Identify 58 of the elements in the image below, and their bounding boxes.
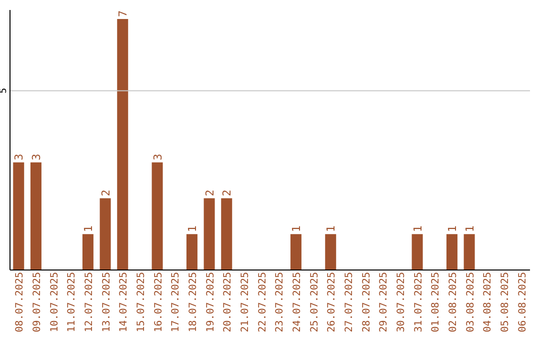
data-label: 1 — [411, 226, 424, 232]
x-tick-label: 21.07.2025 — [240, 272, 251, 332]
bar — [13, 162, 24, 270]
x-tick-label: 16.07.2025 — [153, 272, 164, 332]
x-tick-label: 31.07.2025 — [413, 272, 424, 332]
x-tick-label: 25.07.2025 — [309, 272, 320, 332]
x-tick-label: 12.07.2025 — [84, 272, 95, 332]
x-tick-label: 01.08.2025 — [430, 272, 442, 332]
bar — [221, 198, 232, 270]
bar — [186, 234, 198, 270]
x-tick-label: 04.08.2025 — [482, 272, 494, 332]
data-label: 1 — [446, 226, 459, 232]
data-label: 3 — [30, 154, 43, 160]
data-label: 1 — [82, 226, 95, 232]
x-tick-label: 15.07.2025 — [136, 272, 147, 332]
bar — [204, 198, 215, 270]
x-tick-label: 10.07.2025 — [49, 272, 60, 332]
bar — [412, 234, 423, 270]
data-label: 2 — [99, 190, 112, 196]
x-tick-label: 30.07.2025 — [396, 272, 407, 332]
x-tick-label: 19.07.2025 — [205, 272, 216, 332]
x-tick-label: 06.08.2025 — [517, 272, 528, 332]
x-tick-label: 03.08.2025 — [465, 272, 476, 332]
data-label: 1 — [463, 226, 476, 232]
data-label: 2 — [220, 190, 234, 196]
bar — [446, 234, 458, 270]
x-tick-label: 28.07.2025 — [361, 272, 372, 332]
bar — [100, 198, 111, 270]
data-label: 3 — [151, 154, 164, 160]
bar — [82, 234, 94, 270]
x-tick-label: 02.08.2025 — [448, 272, 459, 332]
data-label: 2 — [203, 190, 216, 196]
x-tick-label: 27.07.2025 — [344, 272, 355, 332]
x-tick-label: 23.07.2025 — [274, 272, 286, 332]
data-label: 3 — [12, 154, 26, 160]
x-tick-label: 13.07.2025 — [101, 272, 112, 332]
data-label: 1 — [324, 226, 338, 232]
bar — [30, 162, 42, 270]
bar — [290, 234, 302, 270]
x-tick-label: 20.07.2025 — [222, 272, 234, 332]
x-tick-label: 17.07.2025 — [170, 272, 182, 332]
x-tick-label: 29.07.2025 — [378, 272, 390, 332]
x-tick-label: 22.07.2025 — [257, 272, 268, 332]
bar — [464, 234, 475, 270]
x-tick-label: 14.07.2025 — [118, 272, 130, 332]
bar — [117, 18, 128, 270]
x-tick-label: 11.07.2025 — [66, 272, 78, 332]
bar — [325, 234, 336, 270]
x-tick-label: 18.07.2025 — [188, 272, 199, 332]
x-tick-label: 24.07.2025 — [292, 272, 303, 332]
x-tick-label: 08.07.2025 — [14, 272, 26, 332]
bar — [152, 162, 163, 270]
data-label: 1 — [186, 226, 199, 232]
data-label: 7 — [116, 10, 130, 17]
x-tick-label: 05.08.2025 — [500, 272, 511, 332]
data-label: 1 — [290, 226, 303, 232]
x-tick-label: 26.07.2025 — [326, 272, 338, 332]
x-tick-label: 09.07.2025 — [32, 272, 43, 332]
